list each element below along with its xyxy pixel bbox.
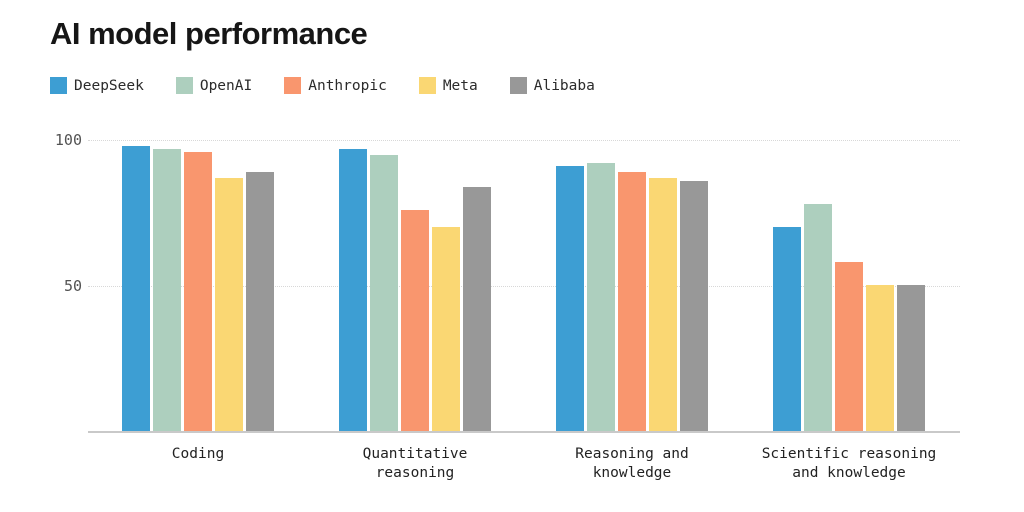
legend-label: OpenAI <box>199 77 253 94</box>
category-label-1: Coding <box>171 446 225 462</box>
bar-alibaba-2 <box>463 187 491 431</box>
bar-deepseek-1 <box>122 146 150 431</box>
gridline-50 <box>88 285 960 287</box>
x-axis-line <box>88 431 960 433</box>
chart-title: AI model performance <box>50 16 368 51</box>
gridline-100 <box>88 140 960 141</box>
bar-meta-1 <box>215 178 243 431</box>
legend-swatch-anthropic <box>284 77 302 94</box>
category-label-2: Quantitative reasoning <box>362 446 468 481</box>
plot-area: 50 100 Coding Quantitative reasoning Reasoni… <box>55 131 960 481</box>
legend-label: Anthropic <box>308 77 387 94</box>
legend-label: Alibaba <box>533 77 595 94</box>
bar-deepseek-2 <box>339 149 367 431</box>
bar-group-4 <box>773 204 925 431</box>
bar-group-2 <box>339 149 491 431</box>
legend-item-meta: Meta <box>418 77 478 94</box>
bar-meta-3 <box>649 178 677 431</box>
bar-meta-4 <box>866 285 894 431</box>
bar-anthropic-4 <box>835 262 863 431</box>
legend-item-openai: OpenAI <box>175 77 253 94</box>
bar-meta-2 <box>432 227 460 431</box>
bar-alibaba-4 <box>897 285 925 431</box>
bar-openai-1 <box>153 149 181 431</box>
bar-openai-2 <box>370 155 398 431</box>
bar-openai-3 <box>587 163 615 431</box>
legend-swatch-alibaba <box>509 77 527 94</box>
bar-alibaba-3 <box>680 181 708 431</box>
legend-swatch-openai <box>175 77 193 94</box>
y-tick-label-50: 50 <box>63 276 82 295</box>
bar-openai-4 <box>804 204 832 431</box>
y-tick-label-100: 100 <box>54 131 82 149</box>
bar-anthropic-1 <box>184 152 212 431</box>
category-label-3: Reasoning and knowledge <box>575 446 689 481</box>
legend-item-deepseek: DeepSeek <box>50 77 144 94</box>
category-label-4: Scientific reasoning and knowledge <box>761 446 937 481</box>
bar-alibaba-1 <box>246 172 274 431</box>
bar-anthropic-3 <box>618 172 646 431</box>
bar-anthropic-2 <box>401 210 429 431</box>
legend: DeepSeek OpenAI Anthropic Meta Alibaba <box>50 77 595 94</box>
legend-label: Meta <box>442 77 478 94</box>
legend-swatch-meta <box>418 77 436 94</box>
legend-item-alibaba: Alibaba <box>509 77 595 94</box>
bar-group-1 <box>122 146 274 431</box>
legend-swatch-deepseek <box>50 77 67 94</box>
legend-label: DeepSeek <box>74 77 144 94</box>
legend-item-anthropic: Anthropic <box>284 77 387 94</box>
bar-deepseek-3 <box>556 166 584 431</box>
bar-group-3 <box>556 163 708 431</box>
bar-deepseek-4 <box>773 227 801 431</box>
